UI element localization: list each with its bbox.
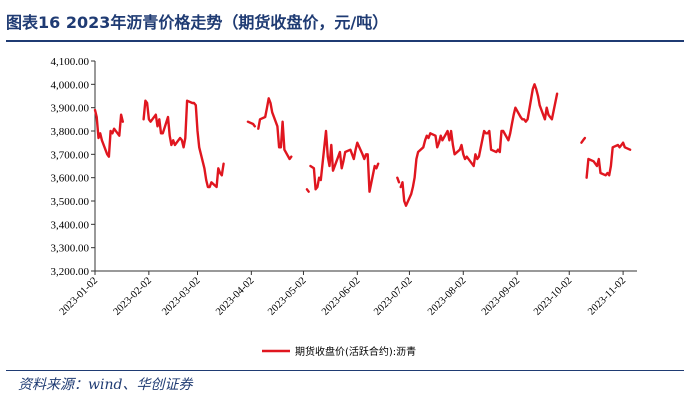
- x-tick-label: 2023-02-02: [112, 275, 154, 317]
- y-axis: 3,200.00 3,300.00 3,400.00 3,500.00 3,600.00…: [51, 56, 96, 278]
- x-tick-label: 2023-09-02: [480, 275, 522, 317]
- title-rule: [6, 40, 684, 42]
- y-tick-label: 3,900.00: [51, 103, 90, 115]
- x-tick-label: 2023-06-02: [320, 275, 362, 317]
- series-line-segment: [585, 141, 632, 179]
- y-tick-label: 3,700.00: [51, 149, 90, 161]
- plot-area: [93, 83, 632, 207]
- x-tick-label: 2023-01-02: [58, 275, 100, 317]
- series-line-segment: [399, 83, 559, 207]
- y-tick-label: 3,300.00: [51, 243, 90, 255]
- y-tick-label: 3,400.00: [51, 219, 90, 231]
- source-rule: [6, 370, 684, 371]
- series-line-segment: [396, 176, 401, 184]
- x-axis: 2023-01-02 2023-02-02 2023-03-02 2023-04-02…: [58, 270, 637, 318]
- series-line-segment: [246, 120, 256, 128]
- y-tick-label: 4,100.00: [51, 56, 90, 68]
- x-tick-label: 2023-05-02: [266, 275, 308, 317]
- y-tick-label: 3,800.00: [51, 126, 90, 138]
- y-tick-label: 4,000.00: [51, 79, 90, 91]
- y-tick-label: 3,200.00: [51, 266, 90, 278]
- legend-label: 期货收盘价(活跃合约):沥青: [295, 345, 416, 358]
- x-tick-label: 2023-10-02: [532, 275, 574, 317]
- y-tick-label: 3,500.00: [51, 196, 90, 208]
- series-line-segment: [142, 99, 225, 189]
- source-note: 资料来源：wind、华创证券: [18, 377, 193, 393]
- series-line-segment: [257, 97, 293, 161]
- series-line-segment: [93, 108, 124, 158]
- x-tick-label: 2023-04-02: [214, 275, 256, 317]
- figure-title: 图表16 2023年沥青价格走势（期货收盘价，元/吨）: [6, 13, 389, 32]
- series-line-segment: [305, 188, 310, 193]
- x-tick-label: 2023-03-02: [160, 275, 202, 317]
- series-line-segment: [309, 129, 380, 193]
- x-tick-label: 2023-11-02: [586, 275, 628, 317]
- y-tick-label: 3,600.00: [51, 173, 90, 185]
- series-line-segment: [580, 136, 587, 144]
- x-tick-label: 2023-08-02: [426, 275, 468, 317]
- legend: 期货收盘价(活跃合约):沥青: [262, 345, 416, 358]
- x-tick-label: 2023-07-02: [372, 275, 414, 317]
